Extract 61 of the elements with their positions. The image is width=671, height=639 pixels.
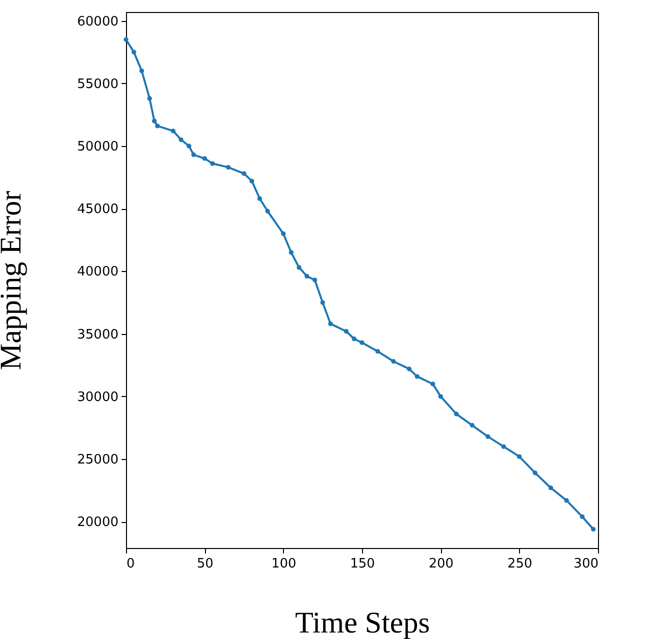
point: [320, 300, 326, 305]
x-tick-label: 0: [126, 556, 135, 572]
point: [360, 340, 364, 345]
point: [548, 486, 554, 490]
point: [296, 265, 302, 270]
point: [132, 50, 136, 54]
x-tick-label: 50: [196, 556, 214, 572]
point: [580, 514, 585, 520]
y-axis-title: Mapping Error: [0, 190, 28, 370]
point: [438, 394, 444, 399]
point: [257, 196, 262, 201]
point: [486, 434, 490, 439]
point: [170, 128, 176, 134]
point: [516, 454, 522, 459]
point: [352, 336, 356, 342]
point: [391, 359, 396, 364]
y-tick-label: 55000: [77, 76, 118, 92]
y-tick-label: 40000: [77, 264, 118, 280]
point: [210, 161, 215, 166]
point: [265, 208, 270, 214]
point: [344, 329, 349, 334]
point: [532, 470, 538, 476]
point: [280, 231, 286, 236]
point: [250, 178, 254, 184]
point: [328, 321, 333, 326]
point: [226, 164, 231, 170]
point: [202, 156, 208, 161]
point: [178, 137, 184, 142]
y-tick-label: 60000: [77, 14, 118, 30]
point: [590, 526, 596, 532]
point: [454, 412, 459, 416]
x-axis-title: Time Steps: [295, 606, 430, 639]
point: [147, 96, 152, 101]
point: [470, 422, 474, 428]
y-tick-label: 45000: [77, 202, 118, 218]
point: [124, 37, 128, 42]
x-tick-label: 250: [507, 556, 532, 572]
x-tick-label: 200: [428, 556, 454, 572]
y-tick-label: 25000: [77, 452, 118, 468]
point: [414, 374, 420, 379]
point: [312, 278, 318, 282]
x-tick-label: 300: [574, 556, 598, 572]
y-tick-label: 20000: [77, 515, 118, 530]
point: [430, 382, 436, 386]
point: [186, 144, 192, 148]
point: [139, 68, 144, 74]
point: [304, 274, 310, 279]
point: [375, 349, 380, 354]
point: [242, 171, 246, 176]
x-tick-label: 150: [350, 556, 375, 572]
point: [564, 498, 569, 503]
y-tick-label: 35000: [77, 327, 118, 342]
point: [152, 118, 157, 124]
point: [288, 250, 294, 255]
point: [155, 124, 160, 128]
y-tick-label: 50000: [77, 140, 118, 154]
x-tick-label: 100: [271, 556, 296, 572]
point: [191, 152, 196, 158]
point: [406, 366, 412, 372]
point: [501, 444, 506, 449]
y-tick-label: 30000: [77, 390, 118, 405]
